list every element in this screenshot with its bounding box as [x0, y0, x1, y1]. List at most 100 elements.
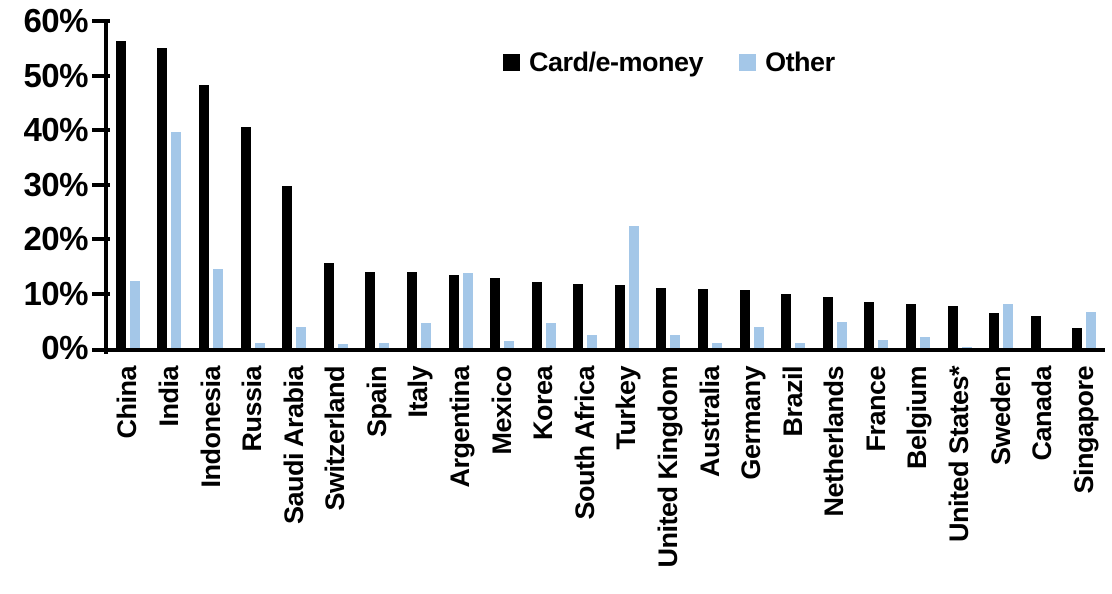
- bar-card-e-money-saudi-arabia: [282, 186, 293, 348]
- bar-other-italy: [420, 323, 431, 348]
- y-tick-20: [92, 237, 110, 241]
- bar-other-sweden: [1003, 304, 1013, 348]
- x-axis-label-belgium: Belgium: [901, 366, 935, 469]
- y-axis-label: 40%: [23, 111, 88, 148]
- bar-card-e-money-brazil: [781, 294, 792, 348]
- x-axis-label-germany: Germany: [735, 366, 769, 480]
- x-axis-label-text: Mexico: [486, 366, 517, 455]
- bar-other-south-africa: [587, 335, 598, 348]
- bar-card-e-money-spain: [365, 272, 376, 348]
- x-axis-label-india: India: [152, 366, 186, 427]
- bar-card-e-money-korea: [531, 282, 542, 348]
- bar-card-e-money-germany: [739, 290, 750, 348]
- x-axis-label-united-kingdom: United Kingdom: [651, 366, 685, 567]
- x-axis-label-text: Russia: [237, 366, 267, 452]
- y-tick-10: [92, 291, 110, 296]
- bar-card-e-money-indonesia: [199, 85, 209, 348]
- x-axis-label-switzerland: Switzerland: [319, 366, 353, 511]
- chart-legend: Card/e-money Other: [503, 47, 835, 78]
- x-axis-label-text: Canada: [1027, 366, 1058, 461]
- x-axis-label-text: Australia: [694, 366, 725, 478]
- bar-card-e-money-france: [864, 302, 875, 348]
- bar-other-spain: [379, 343, 390, 348]
- bar-card-e-money-china: [115, 41, 126, 348]
- x-axis-label-argentina: Argentina: [444, 366, 478, 488]
- other-swatch-icon: [739, 54, 757, 71]
- x-axis-label-saudi-arabia: Saudi Arabia: [277, 366, 311, 524]
- bar-other-australia: [712, 343, 722, 348]
- bar-card-e-money-italy: [406, 272, 417, 348]
- x-axis-label-text: South Africa: [569, 366, 600, 520]
- x-axis-label-text: China: [112, 366, 143, 439]
- x-axis-label-text: Saudi Arabia: [278, 366, 309, 525]
- x-axis-label-canada: Canada: [1026, 366, 1060, 461]
- x-axis-label-text: France: [860, 366, 891, 452]
- bar-other-mexico: [504, 341, 514, 348]
- bar-card-e-money-united-states-: [947, 306, 958, 348]
- y-axis-label: 50%: [23, 56, 88, 94]
- legend-item-card-e-money: Card/e-money: [503, 47, 704, 78]
- bar-other-belgium: [919, 337, 930, 348]
- legend-label-other: Other: [765, 47, 835, 77]
- legend-item-other: Other: [739, 47, 835, 78]
- legend-label-card-e-money: Card/e-money: [529, 47, 704, 77]
- x-axis-label-text: Belgium: [902, 366, 933, 470]
- y-axis-label: 60%: [23, 2, 88, 39]
- x-axis-label-south-africa: South Africa: [568, 366, 602, 520]
- bar-other-saudi-arabia: [296, 327, 307, 348]
- x-axis-label-text: United Kingdom: [652, 366, 683, 568]
- x-axis-label-indonesia: Indonesia: [194, 366, 228, 488]
- x-axis-label-text: Italy: [403, 366, 434, 418]
- bar-card-e-money-netherlands: [822, 297, 833, 348]
- x-axis-label-italy: Italy: [402, 366, 436, 418]
- x-axis-label-text: Netherlands: [819, 366, 850, 517]
- y-tick-60: [92, 19, 110, 23]
- bar-other-united-kingdom: [670, 335, 681, 348]
- x-axis-label-text: Brazil: [777, 366, 808, 437]
- x-axis-label-korea: Korea: [527, 366, 561, 440]
- x-axis-label-spain: Spain: [360, 366, 394, 437]
- x-axis-line: [92, 348, 1105, 352]
- x-axis-label-text: Sweden: [985, 366, 1016, 466]
- x-axis-label-text: Indonesia: [195, 366, 226, 488]
- x-axis-label-text: Argentina: [445, 366, 475, 488]
- bar-other-netherlands: [836, 322, 847, 348]
- bar-card-e-money-mexico: [490, 278, 500, 348]
- bar-other-russia: [254, 343, 265, 348]
- x-axis-label-france: France: [859, 366, 893, 452]
- x-axis-label-text: India: [153, 366, 184, 427]
- x-axis-label-netherlands: Netherlands: [818, 366, 852, 517]
- bar-card-e-money-russia: [240, 127, 251, 348]
- bar-card-e-money-belgium: [905, 304, 916, 348]
- x-axis-label-text: Turkey: [611, 366, 642, 450]
- x-axis-label-brazil: Brazil: [776, 366, 810, 437]
- bar-card-e-money-united-kingdom: [656, 288, 667, 348]
- card-e-money-swatch-icon: [503, 54, 520, 71]
- x-axis-label-australia: Australia: [693, 366, 727, 477]
- y-axis-label: 0%: [41, 329, 88, 366]
- bar-card-e-money-turkey: [614, 285, 625, 348]
- bar-other-united-states-: [961, 347, 972, 348]
- x-axis-label-text: Germany: [736, 366, 766, 480]
- y-axis-label: 20%: [23, 220, 88, 257]
- x-axis-label-text: Singapore: [1068, 366, 1099, 494]
- x-axis-label-china: China: [111, 366, 145, 439]
- bar-card-e-money-india: [157, 48, 168, 348]
- bar-card-e-money-singapore: [1072, 328, 1083, 348]
- bar-other-france: [878, 340, 889, 348]
- bar-other-turkey: [628, 226, 639, 348]
- bar-other-china: [129, 281, 140, 348]
- bar-other-switzerland: [337, 344, 348, 348]
- bar-card-e-money-sweden: [989, 313, 999, 348]
- y-tick-40: [92, 128, 110, 132]
- x-axis-label-text: United States*: [944, 366, 974, 543]
- bar-other-brazil: [795, 343, 806, 348]
- y-tick-50: [92, 73, 110, 78]
- x-axis-label-text: Spain: [361, 366, 392, 438]
- bar-other-singapore: [1086, 312, 1097, 348]
- bar-other-indonesia: [213, 269, 223, 348]
- bar-card-e-money-argentina: [448, 275, 459, 348]
- x-axis-label-russia: Russia: [236, 366, 270, 452]
- bar-other-india: [171, 132, 182, 348]
